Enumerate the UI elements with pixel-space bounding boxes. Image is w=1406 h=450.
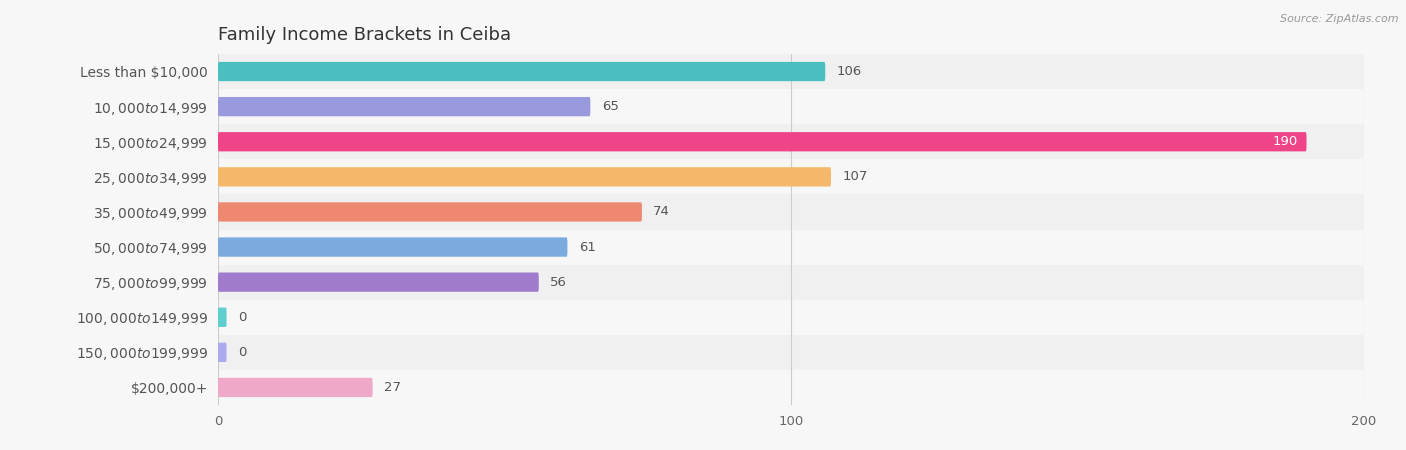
Text: 0: 0 (238, 311, 246, 324)
Text: 107: 107 (842, 171, 868, 183)
FancyBboxPatch shape (218, 132, 1306, 151)
Text: 74: 74 (654, 206, 671, 218)
Bar (190, 54, 1392, 89)
Bar (190, 89, 1392, 124)
Text: Source: ZipAtlas.com: Source: ZipAtlas.com (1281, 14, 1399, 23)
FancyBboxPatch shape (218, 378, 373, 397)
Text: Family Income Brackets in Ceiba: Family Income Brackets in Ceiba (218, 26, 510, 44)
FancyBboxPatch shape (218, 202, 643, 221)
Bar (190, 124, 1392, 159)
Bar (190, 335, 1392, 370)
Text: 190: 190 (1272, 135, 1298, 148)
FancyBboxPatch shape (218, 343, 226, 362)
Text: 106: 106 (837, 65, 862, 78)
Text: 0: 0 (238, 346, 246, 359)
FancyBboxPatch shape (218, 97, 591, 116)
Text: 27: 27 (384, 381, 401, 394)
Bar (190, 194, 1392, 230)
Bar (190, 159, 1392, 194)
Text: 56: 56 (550, 276, 567, 288)
Bar (190, 300, 1392, 335)
Bar (190, 370, 1392, 405)
Bar (190, 230, 1392, 265)
FancyBboxPatch shape (218, 238, 568, 256)
Bar (190, 265, 1392, 300)
FancyBboxPatch shape (218, 273, 538, 292)
Text: 61: 61 (579, 241, 596, 253)
FancyBboxPatch shape (218, 308, 226, 327)
FancyBboxPatch shape (218, 62, 825, 81)
Text: 65: 65 (602, 100, 619, 113)
FancyBboxPatch shape (218, 167, 831, 186)
